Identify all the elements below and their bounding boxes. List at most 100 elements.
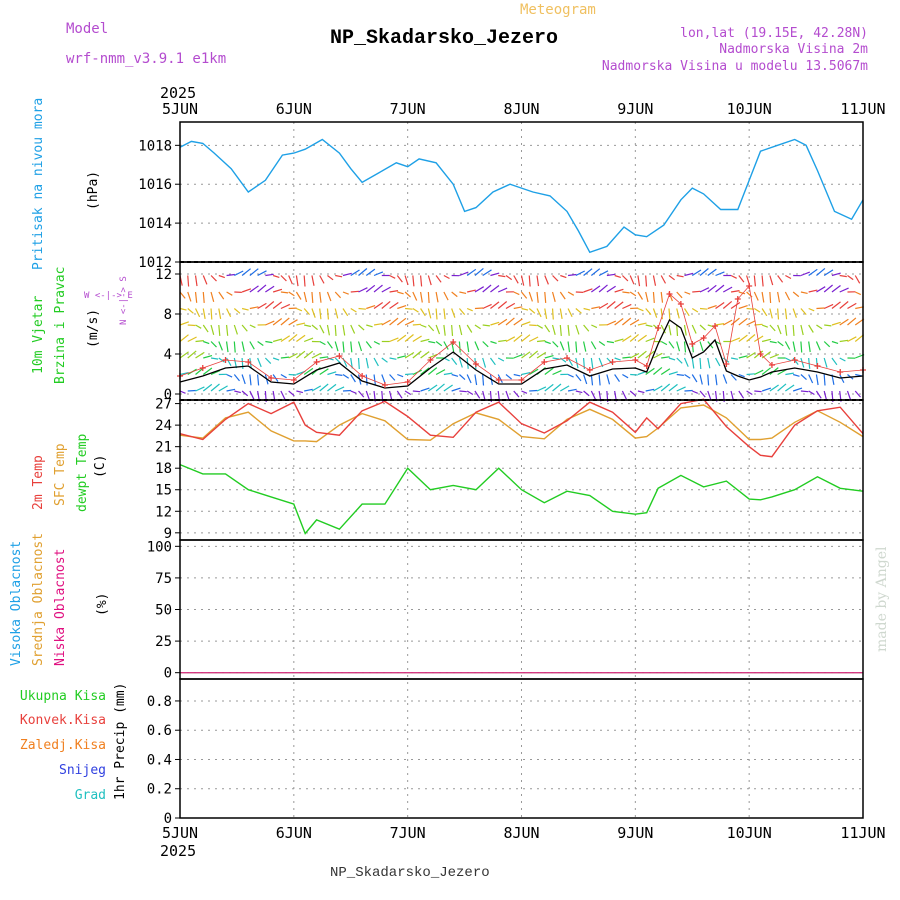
wind-arrow — [249, 341, 255, 350]
wind-arrow — [668, 357, 676, 361]
wind-arrow — [350, 269, 360, 277]
wind-arrow — [854, 275, 861, 284]
wind-arrow — [482, 357, 487, 368]
wind-arrow — [490, 272, 500, 277]
wind-arrow — [257, 302, 267, 310]
x-tick-label-bottom: 8JUN — [503, 824, 539, 842]
wind-arrow — [614, 274, 621, 278]
panel-frame — [179, 678, 864, 819]
wind-arrow — [808, 341, 811, 353]
wind-arrow — [505, 374, 512, 380]
temp2m-line — [179, 398, 864, 458]
temp2m-axis-label: 2m Temp — [31, 455, 46, 510]
wind-arrow — [187, 291, 192, 302]
wind-arrow — [404, 275, 409, 286]
wind-arrow — [823, 374, 826, 386]
wind-arrow — [319, 340, 326, 346]
wind-arrow — [676, 274, 684, 278]
wind-arrow — [800, 291, 808, 294]
wind-arrow — [653, 366, 663, 375]
wind-arrow — [373, 302, 384, 309]
wind-arrow — [179, 291, 186, 299]
wind-arrow — [490, 301, 500, 309]
wind-arrow — [389, 274, 396, 279]
wind-arrow — [839, 374, 845, 383]
wind-arrow — [311, 275, 315, 286]
y-tick-label: 24 — [155, 418, 172, 434]
wind-arrow — [544, 383, 554, 392]
wind-arrow — [606, 374, 611, 385]
wind-arrow — [808, 374, 814, 384]
wind-arrow — [303, 275, 306, 287]
wind-arrow — [513, 373, 521, 377]
wind-arrow — [358, 287, 368, 293]
wind-arrow — [435, 383, 445, 392]
wind-arrow — [474, 307, 484, 310]
wind-unit-label: (m/s) — [86, 309, 101, 348]
wind-arrow — [373, 284, 383, 293]
wind-arrow — [195, 351, 205, 359]
wind-arrow — [311, 324, 318, 331]
wind-arrow — [567, 273, 577, 277]
model-name: wrf-nmm_v3.9.1 e1km — [66, 51, 226, 67]
wind-arrow — [614, 288, 624, 293]
x-tick-label-bottom: 6JUN — [276, 824, 312, 842]
wind-arrow — [451, 357, 458, 365]
wind-arrow — [591, 324, 598, 329]
wind-arrow — [458, 357, 463, 368]
wind-arrow — [784, 308, 788, 320]
wind-arrow — [707, 284, 717, 293]
wind-arrow — [746, 390, 753, 396]
wind-arrow — [792, 308, 797, 318]
wind-arrow — [466, 307, 473, 312]
wind-arrow — [474, 267, 484, 276]
wind-arrow — [202, 367, 213, 375]
wind-arrow — [761, 308, 768, 317]
wind-arrow — [358, 390, 365, 398]
wind-arrow — [412, 335, 422, 343]
wind-arrow — [815, 341, 821, 351]
wind-arrow — [660, 291, 664, 303]
wind-arrow — [823, 269, 834, 277]
wind-arrow — [505, 317, 515, 326]
wind-arrow — [249, 390, 255, 400]
wind-arrow — [785, 372, 794, 376]
wind-arrow — [521, 321, 531, 326]
wind-arrow — [218, 385, 228, 392]
station-title: NP_Skadarsko_Jezero — [330, 27, 558, 50]
y-tick-label: 0.2 — [147, 782, 172, 798]
wind-arrow — [326, 308, 329, 320]
wind-arrow — [498, 274, 506, 278]
wind-arrow — [319, 383, 329, 392]
wind-arrow — [723, 319, 733, 326]
wind-arrow — [257, 270, 267, 277]
wind-arrow — [723, 286, 733, 293]
wind-gust-line — [179, 285, 864, 386]
footer-station: NP_Skadarsko_Jezero — [330, 865, 490, 881]
wind-arrow — [699, 324, 707, 331]
wind-arrow — [754, 335, 764, 343]
wind-arrow — [451, 308, 456, 318]
wind-arrow — [350, 307, 357, 313]
wind-arrow — [195, 324, 202, 329]
wind-arrow — [777, 308, 780, 320]
wind-arrow — [808, 324, 814, 333]
wind-arrow — [590, 357, 594, 369]
wind-arrow — [738, 334, 748, 342]
wind-arrow — [264, 357, 272, 365]
wind-arrow — [420, 291, 423, 303]
wind-arrow — [606, 340, 614, 344]
wind-arrow — [466, 268, 477, 276]
wind-arrow — [505, 390, 510, 401]
wind-arrow — [567, 308, 573, 318]
wind-arrow — [288, 373, 297, 376]
wind-arrow — [676, 308, 680, 319]
y-tick-label: 75 — [155, 571, 172, 587]
wind-arrow — [823, 357, 828, 368]
wind-arrow — [738, 390, 745, 399]
wind-arrow — [288, 352, 298, 359]
wind-arrow — [622, 373, 629, 379]
wind-arrow — [427, 367, 438, 375]
wind-arrow — [210, 291, 215, 302]
wind-arrow — [234, 270, 244, 277]
